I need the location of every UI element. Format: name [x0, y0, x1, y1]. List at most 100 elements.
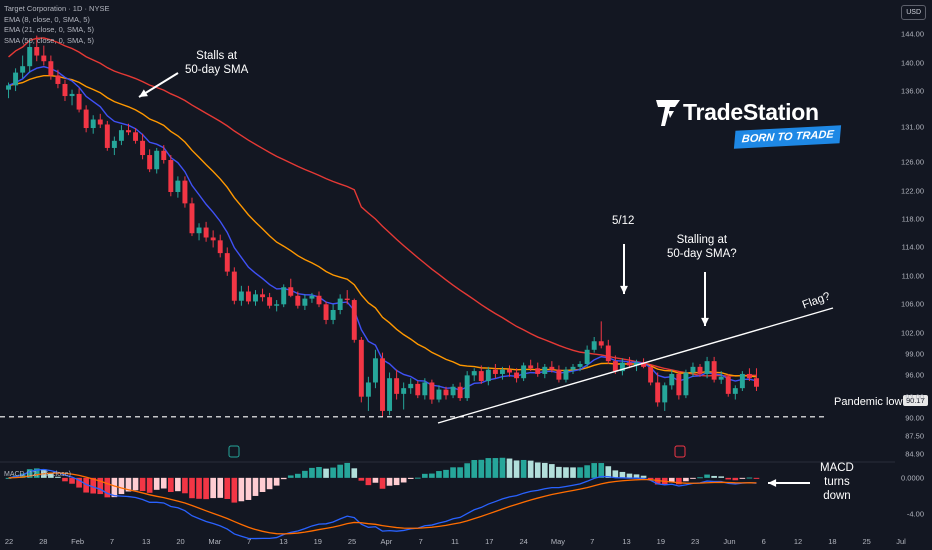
y-tick-label: 144.00: [901, 29, 924, 39]
x-tick-label: Feb: [71, 537, 85, 546]
candle-body: [570, 366, 576, 370]
candle-body: [302, 298, 308, 306]
y-tick-label: 96.00: [905, 370, 924, 380]
macd-histogram-bar: [19, 473, 26, 478]
note-pandemic-low: Pandemic low: [834, 396, 903, 408]
macd-histogram-bar: [379, 477, 386, 489]
signal-line: [8, 472, 757, 535]
candle-body: [168, 160, 174, 192]
macd-histogram-bar: [344, 462, 351, 478]
macd-histogram-bar: [238, 477, 245, 502]
macd-histogram-bar: [132, 477, 139, 491]
x-tick-label: 19: [313, 537, 322, 546]
macd-histogram-bar: [541, 462, 548, 478]
candle-body: [718, 376, 724, 380]
note-stalls: Stalls at 50-day SMA: [185, 49, 248, 77]
candle-body: [126, 130, 131, 133]
candle-body: [408, 383, 414, 389]
macd-histogram-bar: [612, 470, 619, 478]
candle-body: [683, 372, 689, 396]
macd-histogram-bar: [739, 477, 746, 479]
macd-histogram-bar: [224, 477, 231, 499]
currency-button[interactable]: USD: [901, 5, 926, 20]
y-tick-label: 106.00: [901, 299, 924, 309]
macd-histogram-bar: [520, 459, 527, 478]
macd-histogram-bar: [429, 473, 435, 478]
macd-histogram-bar: [443, 469, 449, 478]
x-tick-label: 20: [176, 537, 185, 546]
macd-histogram-bar: [231, 477, 238, 503]
legend-ema21: EMA (21, close, 0, SMA, 5): [4, 25, 95, 34]
macd-histogram-bar: [309, 467, 315, 478]
y-tick-label: 87.50: [905, 431, 924, 441]
macd-histogram-bar: [146, 477, 153, 493]
candle-body: [69, 93, 75, 97]
x-tick-label: May: [550, 537, 566, 546]
ema8-line: [8, 65, 757, 391]
macd-histogram-bar: [436, 471, 442, 478]
candle-body: [725, 376, 731, 394]
arrow-macd-head: [768, 479, 777, 487]
macd-histogram-bar: [718, 476, 725, 478]
macd-pane: [0, 457, 895, 540]
candle-body: [754, 378, 759, 387]
candle-body: [231, 271, 237, 301]
macd-histogram-bar: [732, 477, 739, 481]
macd-histogram-bar: [316, 467, 322, 478]
candle-body: [443, 389, 449, 396]
x-tick-label: 25: [347, 537, 357, 546]
macd-histogram-bar: [111, 477, 118, 498]
candle-body: [104, 124, 110, 148]
candle-body: [323, 304, 329, 320]
y-tick-label: 84.90: [905, 449, 924, 459]
macd-histogram-bar: [605, 466, 612, 478]
macd-histogram-bar: [414, 477, 421, 479]
y-tick-label: 118.00: [901, 214, 924, 224]
candle-body: [182, 180, 188, 204]
y-tick-label: 140.00: [901, 58, 924, 68]
macd-histogram-bar: [125, 477, 132, 492]
x-tick-label: 23: [690, 537, 700, 546]
candle-body: [147, 155, 153, 170]
macd-histogram-bar: [97, 477, 104, 495]
macd-histogram-bar: [549, 464, 555, 478]
macd-histogram-bar: [577, 467, 583, 478]
macd-histogram-bar: [386, 477, 393, 486]
macd-histogram-bar: [457, 467, 463, 478]
candle-body: [584, 349, 590, 364]
candle-body: [6, 85, 11, 90]
candle-body: [337, 298, 343, 310]
candle-body: [34, 47, 40, 56]
x-tick-label: 19: [656, 537, 666, 546]
x-tick-label: 24: [519, 537, 528, 546]
candle-body: [140, 140, 146, 156]
candle-body: [309, 295, 315, 299]
macd-histogram-bar: [499, 457, 506, 478]
candle-body: [203, 227, 209, 238]
macd-histogram-bar: [478, 459, 485, 478]
candle-body: [739, 373, 745, 389]
macd-histogram-bar: [160, 477, 167, 489]
note-macd: MACD turns down: [820, 462, 854, 502]
candle-body: [41, 55, 47, 62]
macd-histogram-bar: [273, 477, 280, 486]
macd-histogram-bar: [393, 477, 400, 486]
macd-histogram-bar: [464, 463, 470, 478]
macd-histogram-bar: [556, 466, 562, 478]
x-tick-label: Apr: [380, 537, 393, 546]
candle-body: [457, 386, 463, 399]
candle-body: [676, 373, 682, 396]
macd-histogram-bar: [69, 477, 75, 484]
candle-body: [485, 369, 491, 382]
y-tick-label: 102.00: [901, 328, 924, 338]
earnings-marker-icon: [674, 445, 686, 458]
brand-name: TradeStation: [683, 99, 819, 125]
candle-body: [591, 341, 597, 350]
candle-body: [76, 93, 82, 110]
candle-body: [13, 72, 19, 86]
macd-histogram-bar: [153, 477, 160, 490]
candle-body: [746, 373, 752, 379]
macd-histogram-bar: [217, 477, 224, 498]
macd-histogram-bar: [513, 460, 520, 478]
